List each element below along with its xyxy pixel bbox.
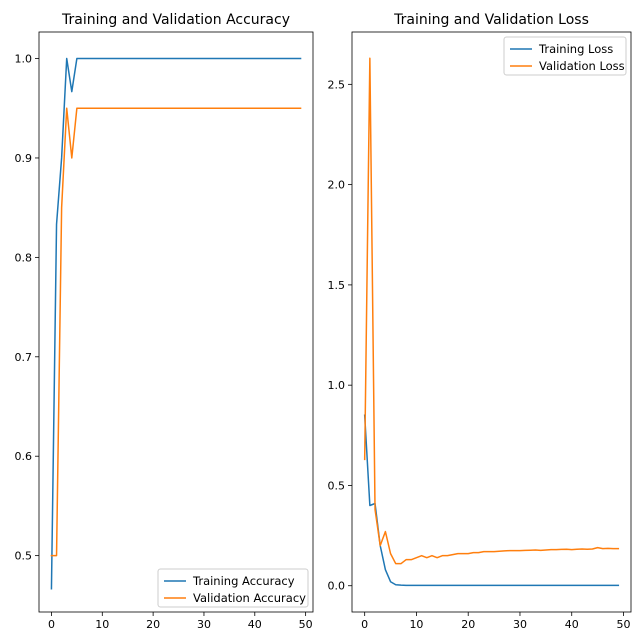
loss-legend-label-training-loss: Training Loss [538,42,613,56]
loss-y-tick-label: 2.5 [328,78,346,91]
loss-y-tick-label: 1.5 [328,279,346,292]
accuracy-y-tick-label: 0.7 [15,351,33,364]
accuracy-x-tick-label: 20 [146,618,160,631]
accuracy-x-tick-label: 50 [299,618,313,631]
accuracy-chart-title: Training and Validation Accuracy [61,12,290,28]
loss-x-tick-label: 10 [409,618,423,631]
loss-series-line-validation-loss [363,57,620,565]
loss-y-tick-label: 2.0 [328,179,346,192]
accuracy-y-tick-label: 0.8 [15,251,33,264]
accuracy-axes-frame [38,31,314,613]
loss-series-line-training-loss [363,414,620,587]
loss-x-tick-label: 20 [461,618,475,631]
loss-x-tick-label: 40 [565,618,579,631]
accuracy-series-line-training-accuracy [50,57,302,590]
accuracy-y-tick-label: 1.0 [15,53,33,66]
accuracy-x-tick-label: 10 [95,618,109,631]
loss-legend: Training Loss Validation Loss [503,36,627,76]
accuracy-legend-label-training-accuracy: Training Accuracy [192,574,295,588]
loss-y-tick-label: 0.5 [328,479,346,492]
loss-x-tick-label: 0 [361,618,368,631]
loss-legend-label-validation-loss: Validation Loss [539,59,625,73]
loss-x-tick-label: 30 [513,618,527,631]
accuracy-y-tick-label: 0.5 [15,550,33,563]
loss-y-tick-label: 1.0 [328,379,346,392]
loss-y-tick-label: 0.0 [328,580,346,593]
loss-chart-panel: Training and Validation Loss 0 10 20 30 40 50 0… [328,12,632,631]
loss-legend-box [503,36,627,76]
accuracy-legend-box [157,568,309,608]
accuracy-legend: Training Accuracy Validation Accuracy [157,568,309,608]
loss-x-tick-label: 50 [616,618,630,631]
accuracy-x-tick-label: 40 [248,618,262,631]
accuracy-chart-panel: Training and Validation Accuracy 0 10 20 30 4… [15,12,314,631]
accuracy-y-tick-label: 0.6 [15,450,33,463]
accuracy-x-tick-label: 0 [48,618,55,631]
accuracy-series-line-validation-accuracy [50,107,302,557]
accuracy-x-tick-label: 30 [197,618,211,631]
loss-chart-title: Training and Validation Loss [393,12,589,28]
accuracy-y-tick-label: 0.9 [15,152,33,165]
accuracy-legend-label-validation-accuracy: Validation Accuracy [193,591,306,605]
loss-axes-frame [351,31,632,613]
